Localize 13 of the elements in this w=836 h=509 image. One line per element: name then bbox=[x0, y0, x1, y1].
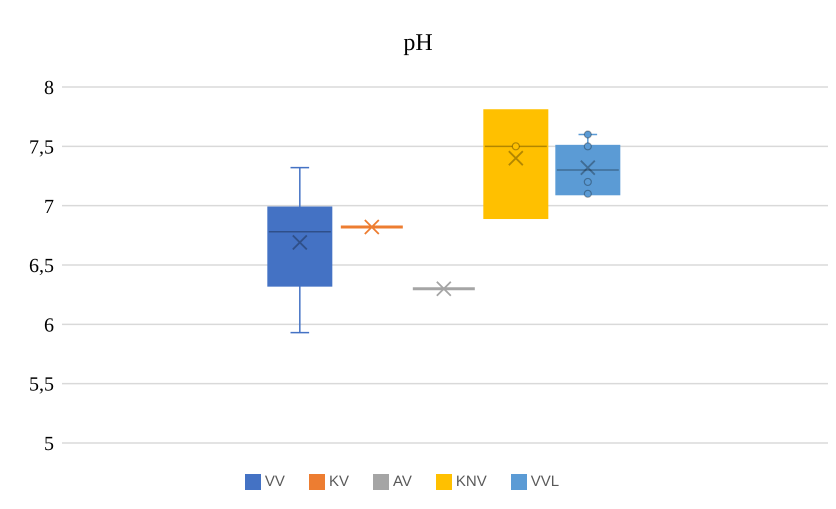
legend-label: KNV bbox=[456, 472, 487, 490]
y-tick-label: 6,5 bbox=[29, 255, 54, 278]
y-tick-label: 7,5 bbox=[29, 136, 54, 158]
chart-title: pH bbox=[402, 30, 434, 57]
y-tick-label: 7 bbox=[44, 196, 54, 218]
y-tick-label: 5,5 bbox=[29, 374, 54, 396]
legend-label: AV bbox=[392, 472, 412, 490]
y-tick-label: 5 bbox=[44, 433, 54, 456]
y-tick-label: 8 bbox=[44, 77, 54, 100]
legend-label: VV bbox=[264, 472, 285, 490]
legend-label: VVL bbox=[530, 472, 560, 490]
legend-label: KV bbox=[328, 472, 349, 490]
y-tick-label: 6 bbox=[44, 314, 54, 336]
